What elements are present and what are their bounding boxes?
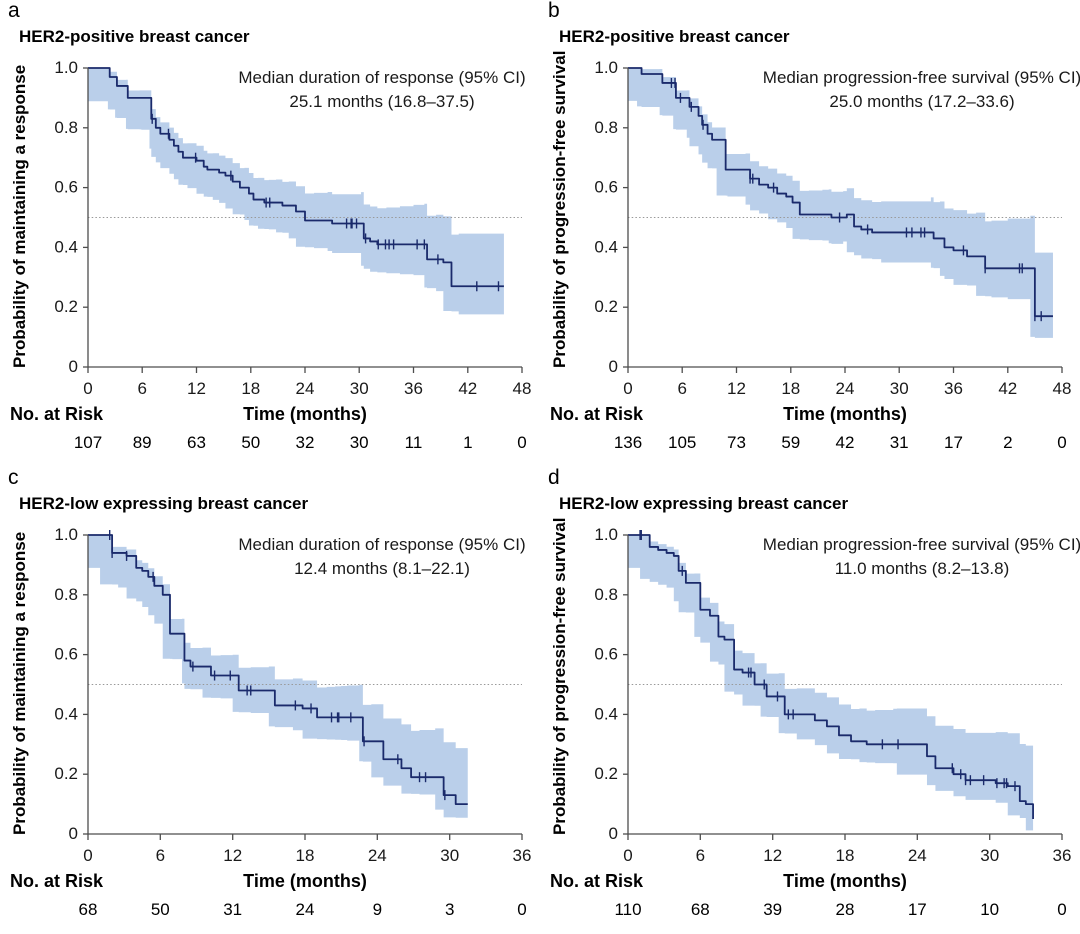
svg-text:24: 24 xyxy=(296,379,315,398)
svg-text:48: 48 xyxy=(513,379,532,398)
svg-text:0.2: 0.2 xyxy=(594,297,618,316)
svg-text:24: 24 xyxy=(908,846,927,865)
svg-text:24: 24 xyxy=(368,846,387,865)
svg-text:6: 6 xyxy=(696,846,705,865)
svg-text:0.2: 0.2 xyxy=(594,764,618,783)
svg-text:6: 6 xyxy=(156,846,165,865)
svg-text:6: 6 xyxy=(677,379,686,398)
svg-text:12: 12 xyxy=(763,846,782,865)
svg-text:0.4: 0.4 xyxy=(594,704,618,723)
svg-text:1.0: 1.0 xyxy=(54,58,78,77)
svg-text:0: 0 xyxy=(609,824,618,843)
svg-text:0.4: 0.4 xyxy=(594,237,618,256)
svg-text:30: 30 xyxy=(980,846,999,865)
svg-text:1.0: 1.0 xyxy=(594,58,618,77)
svg-text:30: 30 xyxy=(440,846,459,865)
svg-text:42: 42 xyxy=(458,379,477,398)
svg-text:0.2: 0.2 xyxy=(54,297,78,316)
svg-text:30: 30 xyxy=(890,379,909,398)
svg-text:18: 18 xyxy=(296,846,315,865)
svg-text:36: 36 xyxy=(513,846,532,865)
svg-text:12: 12 xyxy=(223,846,242,865)
svg-text:6: 6 xyxy=(137,379,146,398)
svg-text:0.8: 0.8 xyxy=(594,118,618,137)
svg-text:18: 18 xyxy=(836,846,855,865)
svg-text:36: 36 xyxy=(404,379,423,398)
svg-text:12: 12 xyxy=(187,379,206,398)
svg-text:1.0: 1.0 xyxy=(594,525,618,544)
svg-text:0: 0 xyxy=(609,357,618,376)
svg-text:0.2: 0.2 xyxy=(54,764,78,783)
svg-text:0.8: 0.8 xyxy=(54,585,78,604)
svg-text:12: 12 xyxy=(727,379,746,398)
svg-text:36: 36 xyxy=(944,379,963,398)
svg-text:0.8: 0.8 xyxy=(594,585,618,604)
svg-text:1.0: 1.0 xyxy=(54,525,78,544)
svg-text:0.6: 0.6 xyxy=(54,645,78,664)
svg-text:0.6: 0.6 xyxy=(54,178,78,197)
svg-text:0: 0 xyxy=(623,846,632,865)
svg-text:18: 18 xyxy=(781,379,800,398)
svg-text:0.8: 0.8 xyxy=(54,118,78,137)
svg-text:0.6: 0.6 xyxy=(594,645,618,664)
svg-text:0: 0 xyxy=(69,824,78,843)
svg-text:0: 0 xyxy=(623,379,632,398)
svg-text:0.6: 0.6 xyxy=(594,178,618,197)
svg-text:0: 0 xyxy=(69,357,78,376)
svg-text:0: 0 xyxy=(83,846,92,865)
svg-text:48: 48 xyxy=(1053,379,1072,398)
svg-text:36: 36 xyxy=(1053,846,1072,865)
svg-text:0: 0 xyxy=(83,379,92,398)
svg-text:30: 30 xyxy=(350,379,369,398)
svg-text:0.4: 0.4 xyxy=(54,237,78,256)
svg-text:24: 24 xyxy=(836,379,855,398)
svg-text:0.4: 0.4 xyxy=(54,704,78,723)
svg-text:18: 18 xyxy=(241,379,260,398)
svg-text:42: 42 xyxy=(998,379,1017,398)
